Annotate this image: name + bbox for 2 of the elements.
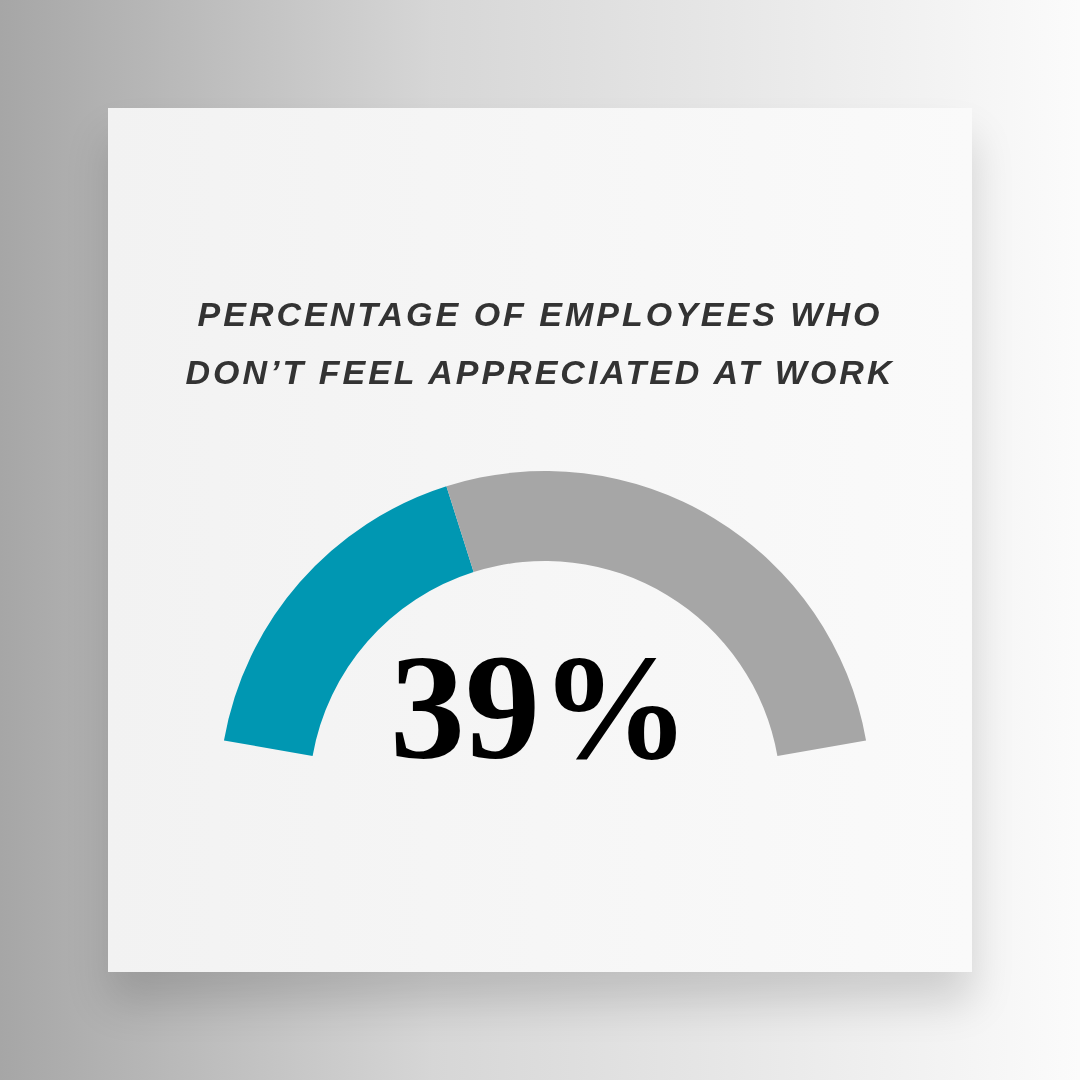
chart-title: PERCENTAGE OF EMPLOYEES WHO DON’T FEEL APPRECIATED AT WORK: [184, 294, 896, 393]
data-label: 39%: [389, 624, 691, 790]
